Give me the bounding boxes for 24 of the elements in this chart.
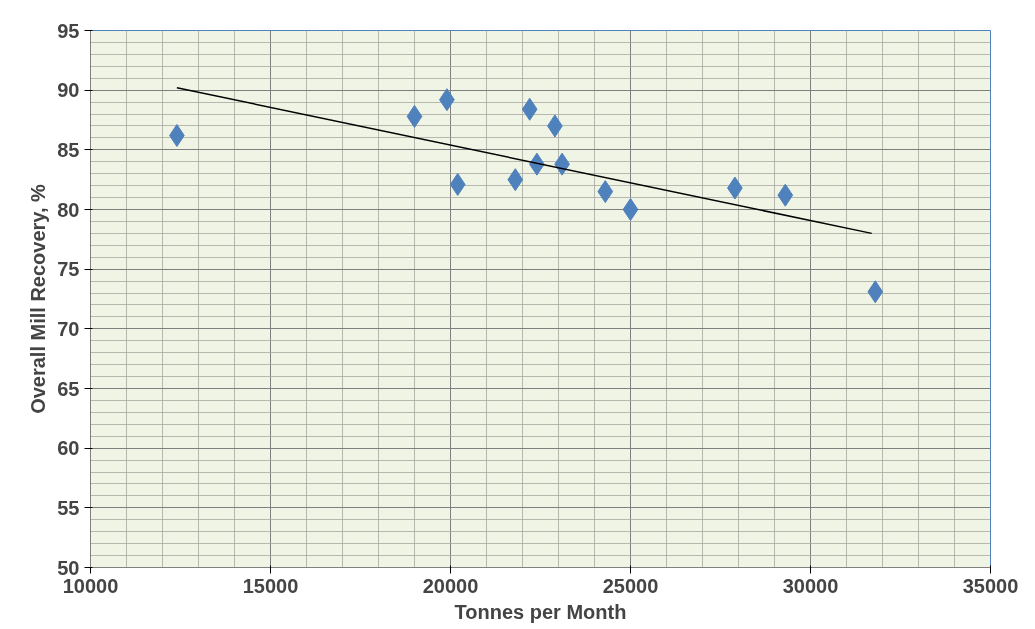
x-tick-label: 20000 [422,574,479,597]
x-axis-title: Tonnes per Month [454,600,627,623]
y-tick-label: 85 [57,138,80,161]
y-tick-label: 70 [57,317,80,340]
y-axis-title: Overall Mill Recovery, % [27,183,50,414]
x-tick-label: 15000 [242,574,299,597]
y-tick-label: 90 [57,79,80,102]
x-tick-label: 30000 [782,574,839,597]
point [406,104,423,128]
y-tick-label: 95 [57,19,80,42]
x-tick-label: 35000 [962,574,1019,597]
y-tick-label: 80 [57,198,80,221]
point [597,180,614,204]
y-tick-label: 55 [57,496,80,519]
y-tick-label: 75 [57,258,80,281]
y-tick-label: 60 [57,437,80,460]
point [507,168,524,192]
point [521,97,538,121]
y-tick-label: 65 [57,377,80,400]
point [449,172,466,196]
point [777,183,794,207]
point [622,198,639,221]
x-tick-label: 25000 [602,574,659,597]
point [867,280,884,304]
